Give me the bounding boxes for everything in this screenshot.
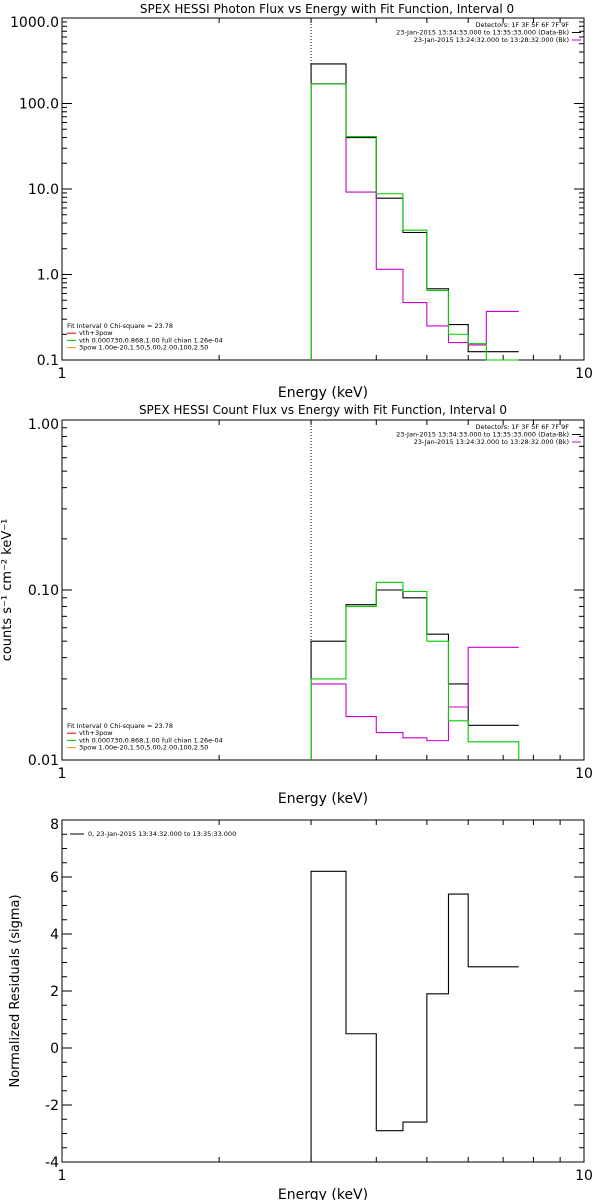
x-tick-label: 1 [58, 366, 67, 382]
panel2-series [310, 581, 520, 760]
panel2-frame [61, 419, 585, 761]
panel3-series [310, 870, 519, 1162]
panel3-legend: 0, 23-Jan-2015 13:34:32.000 to 13:35:33.… [70, 830, 236, 838]
y-tick-label: 6 [50, 870, 59, 886]
legend-entry: 0, 23-Jan-2015 13:34:32.000 to 13:35:33.… [88, 830, 236, 838]
series-2-line [310, 581, 520, 760]
series-1-line [310, 646, 519, 760]
x-tick-label: 1 [58, 1168, 67, 1184]
legend-top-entry: 23-Jan-2015 13:24:32.000 to 13:28:32.000… [414, 36, 569, 44]
y-tick-label: -4 [45, 1155, 59, 1171]
y-tick-label: 4 [50, 927, 59, 943]
panel1-ticks: 0.1 1.0 10.0 100.0 1000.0 1 10 [10, 15, 593, 382]
y-tick-label: 0.01 [28, 753, 59, 769]
legend-top-entry: Detectors: 1F 3F 5F 6F 7F 9F [475, 21, 569, 29]
series-0-line [310, 589, 519, 760]
panel2-legend-top: Detectors: 1F 3F 5F 6F 7F 9F23-Jan-2015 … [396, 423, 581, 446]
y-tick-label: 100.0 [19, 97, 59, 113]
panel1-legend-top: Detectors: 1F 3F 5F 6F 7F 9F23-Jan-2015 … [396, 21, 581, 44]
panel2-xlabel: Energy (keV) [278, 791, 368, 807]
panel2-ylabel: counts s⁻¹ cm⁻² keV⁻¹ [0, 519, 15, 662]
y-tick-label: 1.00 [28, 417, 59, 433]
legend-top-entry: 23-Jan-2015 13:34:33.000 to 13:35:33.000… [396, 431, 569, 439]
legend-bottom-entry: 3pow 1.00e-20,1.50,5.00,2.00,100,2.50 [79, 744, 208, 752]
panel2-title: SPEX HESSI Count Flux vs Energy with Fit… [139, 403, 507, 417]
y-tick-label: 1000.0 [10, 15, 59, 31]
panel2-legend-bottom: Fit Interval 0 Chi-square = 23.78vth+3po… [67, 722, 223, 752]
panel3-xlabel: Energy (keV) [278, 1187, 368, 1200]
panel3-ylabel: Normalized Residuals (sigma) [8, 894, 23, 1087]
y-tick-label: 0.10 [28, 583, 59, 599]
x-tick-label: 10 [575, 1168, 593, 1184]
legend-bottom-entry: Fit Interval 0 Chi-square = 23.78 [67, 322, 173, 330]
panel-count-flux: SPEX HESSI Count Flux vs Energy with Fit… [0, 403, 593, 807]
legend-bottom-entry: vth 0.000730,0.868,1.00 full chian 1.26e… [79, 736, 223, 744]
legend-bottom-entry: vth+3pow [79, 329, 113, 337]
legend-bottom-entry: vth 0.000730,0.868,1.00 full chian 1.26e… [79, 336, 223, 344]
y-tick-label: 0.1 [37, 353, 59, 369]
panel1-series [310, 63, 519, 361]
panel1-title: SPEX HESSI Photon Flux vs Energy with Fi… [140, 2, 514, 16]
series-1-line [310, 83, 519, 360]
panel1-frame [61, 17, 585, 361]
x-tick-label: 10 [575, 766, 593, 782]
y-tick-label: 10.0 [28, 182, 59, 198]
series-2-line [310, 83, 519, 361]
legend-bottom-entry: 3pow 1.00e-20,1.50,5.00,2.00,100,2.50 [79, 344, 208, 352]
panel2-ticks: 0.01 0.10 1.00 1 10 [28, 417, 593, 782]
y-tick-label: 2 [50, 984, 59, 1000]
series-0-line [310, 870, 519, 1162]
x-tick-label: 10 [575, 366, 593, 382]
legend-top-entry: Detectors: 1F 3F 5F 6F 7F 9F [475, 423, 569, 431]
legend-bottom-entry: vth+3pow [79, 729, 113, 737]
legend-top-entry: 23-Jan-2015 13:34:33.000 to 13:35:33.000… [396, 29, 569, 37]
panel-residuals: -4 -2 0 2 4 6 8 1 10 0, 23-Jan-2015 13:34:32.000… [8, 817, 593, 1200]
panel3-ticks: -4 -2 0 2 4 6 8 1 10 [45, 817, 593, 1184]
panel1-xlabel: Energy (keV) [278, 385, 368, 401]
legend-top-entry: 23-Jan-2015 13:24:32.000 to 13:28:32.000… [414, 438, 569, 446]
y-tick-label: 0 [50, 1041, 59, 1057]
x-tick-label: 1 [58, 766, 67, 782]
panel1-legend-bottom: Fit Interval 0 Chi-square = 23.78vth+3po… [67, 322, 223, 352]
panel-photon-flux: SPEX HESSI Photon Flux vs Energy with Fi… [10, 2, 593, 401]
legend-bottom-entry: Fit Interval 0 Chi-square = 23.78 [67, 722, 173, 730]
series-0-line [310, 63, 519, 360]
y-tick-label: 1.0 [37, 268, 59, 284]
y-tick-label: 8 [50, 817, 59, 833]
y-tick-label: -2 [45, 1098, 59, 1114]
